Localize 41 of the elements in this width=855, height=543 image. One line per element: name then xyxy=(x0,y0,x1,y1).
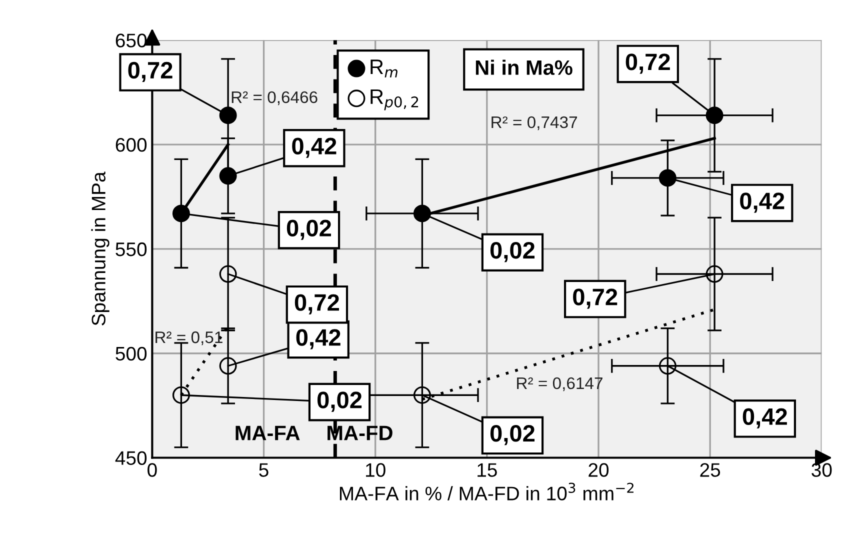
legend-label: R$_{m}$ xyxy=(370,60,398,78)
annotation: R² = 0,6147 xyxy=(517,377,602,392)
annotation: 0,72 xyxy=(294,294,339,314)
x-tick-label: 25 xyxy=(700,463,720,477)
annotation: 0,02 xyxy=(490,425,535,446)
annotation: 0,02 xyxy=(286,220,332,240)
annotation: 0,72 xyxy=(128,62,172,82)
point xyxy=(706,106,724,124)
x-tick-label: 30 xyxy=(812,463,832,477)
annotation: MA-FD xyxy=(328,426,392,440)
annotation: R² = 0,6466 xyxy=(232,91,318,106)
annotation: 0,72 xyxy=(573,288,618,309)
point xyxy=(413,204,431,222)
y-tick-label: 550 xyxy=(116,242,147,256)
y-tick-label: 450 xyxy=(115,451,147,465)
x-tick-label: 5 xyxy=(259,463,268,477)
x-tick-label: 15 xyxy=(478,463,497,477)
y-tick-label: 500 xyxy=(116,346,147,361)
annotation: R² = 0,51 xyxy=(156,331,222,346)
annotation: 0,02 xyxy=(317,392,362,412)
x-tick-label: 20 xyxy=(588,463,609,477)
annotation: Ni in Ma% xyxy=(476,60,572,76)
annotation: R² = 0,7437 xyxy=(492,116,577,130)
y-axis-title: Spannung in MPa xyxy=(91,172,110,326)
x-axis-title: MA-FA in % / MA-FD in 10$^{3}$ mm$^{−2}$ xyxy=(340,482,634,500)
y-tick-label: 650 xyxy=(116,34,147,48)
point xyxy=(172,204,190,222)
y-tick-label: 600 xyxy=(116,138,147,152)
annotation: 0,72 xyxy=(626,54,670,74)
legend-label: R$_{p0,2}$ xyxy=(370,89,418,110)
annotation: MA-FA xyxy=(236,426,300,440)
x-tick-label: 0 xyxy=(148,463,157,477)
annotation: 0,02 xyxy=(490,242,535,262)
annotation: 0,42 xyxy=(742,408,787,428)
annotation: 0,42 xyxy=(296,329,340,350)
point xyxy=(219,106,237,124)
point xyxy=(658,169,676,187)
point xyxy=(219,167,237,185)
annotation: 0,42 xyxy=(740,192,784,213)
annotation: 0,42 xyxy=(292,138,336,158)
x-tick-label: 10 xyxy=(366,463,386,477)
